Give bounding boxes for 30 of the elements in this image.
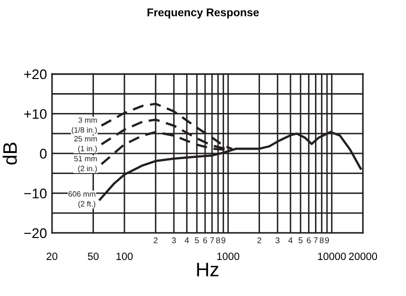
y-tick-label: 0: [40, 148, 47, 159]
x-tick-label: 50: [88, 252, 99, 260]
y-tick-label: +20: [24, 69, 47, 80]
x-tick-label: 20: [46, 252, 58, 260]
text: 5: [194, 237, 199, 244]
text: 7: [210, 237, 214, 244]
y-axis-title: dB: [2, 142, 17, 165]
text: 3: [276, 237, 280, 244]
x-tick-label: 10000: [318, 252, 346, 260]
text: 4: [288, 237, 293, 244]
text: 5: [298, 237, 303, 244]
text: 2: [257, 237, 262, 244]
text: 2: [154, 237, 158, 244]
text: 4: [184, 237, 189, 244]
y-tick-label: +10: [24, 109, 47, 119]
text: 7: [314, 237, 318, 244]
x-tick-label: 20000: [349, 252, 378, 260]
y-tick-label: −10: [24, 188, 47, 198]
x-tick-label: 1000: [217, 252, 240, 260]
chart-title: Frequency Response: [148, 8, 259, 18]
x-tick-label: 100: [116, 252, 133, 260]
text: 9: [221, 237, 226, 244]
text: 9: [325, 237, 329, 244]
text: 3: [172, 237, 176, 244]
y-tick-label: −20: [24, 228, 47, 238]
x-axis-title: Hz: [197, 262, 218, 276]
text: 6: [306, 237, 311, 244]
text: 8: [320, 237, 324, 244]
text: 8: [216, 237, 220, 244]
text: 6: [203, 237, 208, 244]
